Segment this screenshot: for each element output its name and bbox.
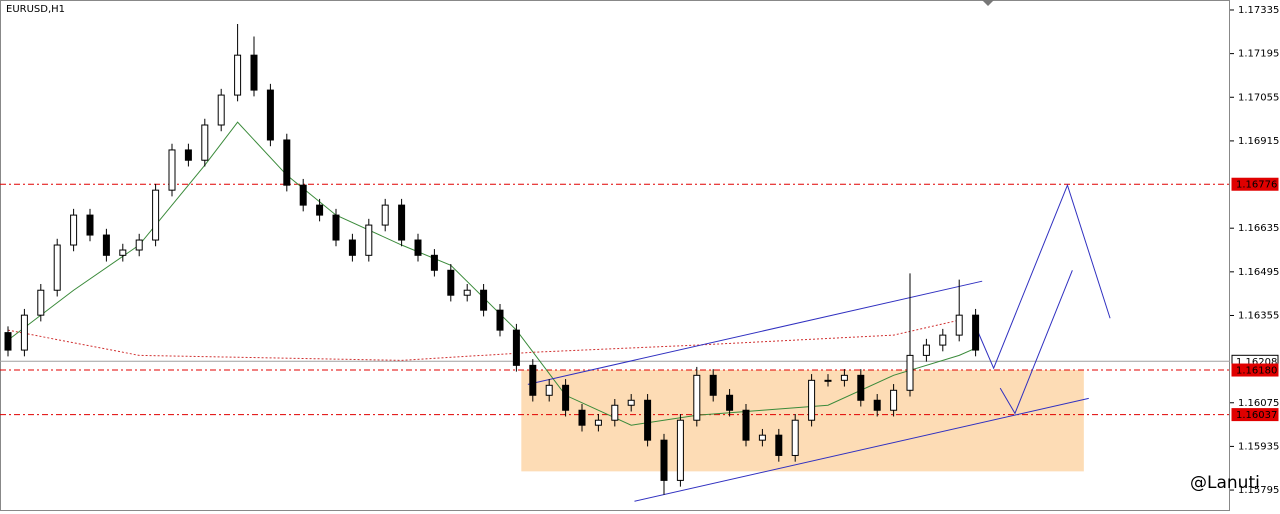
candle-body (463, 289, 471, 296)
candle-body (676, 419, 684, 481)
candle-body (299, 184, 307, 206)
y-tick-label: 1.16075 (1238, 398, 1279, 409)
candle-body (152, 189, 160, 241)
candle-body (119, 249, 127, 256)
plot-layer (0, 24, 1230, 502)
y-tick-label: 1.17195 (1238, 49, 1279, 60)
candle-body (70, 214, 78, 246)
candle-body (758, 434, 766, 441)
price-label-bg (1231, 177, 1279, 191)
candle-body (873, 399, 881, 411)
zone-box (521, 370, 1084, 472)
y-tick-label: 1.16635 (1238, 223, 1279, 234)
candle-body (414, 239, 422, 256)
candle-body (693, 374, 701, 421)
candle-body (742, 409, 750, 441)
candle-body (578, 409, 586, 426)
shift-marker (982, 0, 994, 6)
candle-body (234, 54, 242, 96)
y-tick-label: 1.16915 (1238, 136, 1279, 147)
candle-body (86, 214, 94, 236)
y-tick-label: 1.15795 (1238, 485, 1279, 496)
candle-body (644, 399, 652, 441)
candle-body (430, 254, 438, 271)
candle-body (791, 419, 799, 456)
candle-body (266, 89, 274, 141)
price-label: 1.16037 (1236, 410, 1277, 421)
candle-body (250, 54, 258, 91)
candle-body (168, 149, 176, 191)
y-tick-label: 1.16355 (1238, 310, 1279, 321)
trend-line (999, 270, 1073, 415)
candle-body (316, 204, 324, 216)
watermark: @Lanuti (1190, 473, 1260, 493)
candle-body (4, 332, 12, 351)
candle-body (808, 379, 816, 421)
candle-body (906, 354, 914, 391)
candle-body (447, 269, 455, 296)
candle-body (480, 289, 488, 311)
candle-body (381, 204, 389, 226)
candle-body (283, 139, 291, 186)
candle-body (20, 314, 28, 351)
candle-body (726, 394, 734, 411)
candle-body (398, 204, 406, 241)
candle-body (775, 434, 783, 456)
price-label-bg (1231, 363, 1279, 377)
candle-body (348, 239, 356, 256)
candle-body (37, 289, 45, 316)
candle-body (840, 374, 848, 381)
candle-body (922, 344, 930, 356)
candle-body (365, 224, 373, 256)
candle-body (529, 364, 537, 396)
candle-body (512, 329, 520, 366)
candle-body (857, 374, 865, 401)
trend-line (976, 183, 1111, 370)
y-tick-label: 1.15935 (1238, 441, 1279, 452)
candle-body (594, 419, 602, 426)
candle-body (955, 314, 963, 336)
y-tick-label: 1.16495 (1238, 267, 1279, 278)
candle-body (709, 374, 717, 396)
candle-body (201, 124, 209, 161)
y-tick-label: 1.17055 (1238, 92, 1279, 103)
y-tick-label: 1.17335 (1238, 5, 1279, 16)
candle-body (890, 389, 898, 411)
candle-body (972, 314, 980, 351)
candle-body (102, 234, 110, 256)
price-label: 1.16208 (1236, 357, 1277, 368)
chart-title: EURUSD,H1 (6, 4, 65, 15)
candle-body (611, 404, 619, 421)
trend-line (527, 280, 983, 385)
candle-body (184, 149, 192, 161)
price-label-bg (1231, 408, 1279, 422)
price-label: 1.16776 (1236, 180, 1277, 191)
candle-body (217, 94, 225, 126)
candle-body (627, 399, 635, 406)
candle-body (545, 384, 553, 396)
candle-body (824, 379, 832, 382)
candle-body (53, 244, 61, 291)
candle-body (135, 239, 143, 251)
candle-body (332, 214, 340, 241)
candle-body (939, 334, 947, 346)
candle-body (562, 384, 570, 411)
candle-body (660, 439, 668, 481)
price-label: 1.16180 (1236, 366, 1277, 377)
candle-body (496, 309, 504, 331)
trend-line (634, 397, 1089, 502)
dashed-average (7, 319, 960, 361)
